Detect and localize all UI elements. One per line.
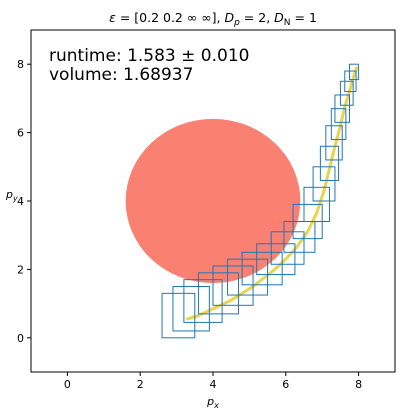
obstacle-layer (125, 118, 301, 284)
y-axis-ticks: 0 2 4 6 8 (17, 58, 31, 345)
reachable-set-box-14 (319, 145, 340, 181)
reachable-set-box-8 (256, 243, 296, 276)
reachable-set-box-12 (303, 186, 330, 223)
x-axis-label: px (206, 395, 219, 410)
plot-area (125, 63, 360, 339)
reachable-set-layer (161, 63, 360, 339)
y-tick-label: 6 (17, 127, 24, 140)
x-axis-ticks: 0 2 4 6 8 (64, 372, 362, 391)
reachable-set-box-15 (325, 125, 343, 161)
reachable-set-box-18 (339, 80, 354, 106)
trajectory-layer (186, 66, 359, 321)
y-tick-label: 4 (17, 195, 24, 208)
reachable-set-box-16 (330, 108, 347, 140)
x-tick-label: 6 (282, 378, 289, 391)
reachable-set-box-5 (212, 265, 254, 306)
reachable-set-box-9 (270, 231, 305, 265)
reachable-set-box-1 (161, 292, 196, 339)
trajectory-line (186, 66, 359, 321)
chart-title: ε = [0.2 0.2 ∞ ∞], Dp = 2, DN = 1 (109, 10, 317, 28)
reachable-set-box-6 (227, 258, 269, 296)
y-tick-label: 0 (17, 332, 24, 345)
x-tick-label: 0 (64, 378, 71, 391)
y-axis-label: py (5, 188, 18, 203)
volume-annotation: volume: 1.68937 (49, 65, 193, 85)
reachable-set-box-17 (334, 94, 351, 123)
runtime-annotation: runtime: 1.583 ± 0.010 (49, 46, 249, 66)
y-tick-label: 8 (17, 58, 24, 71)
x-tick-label: 2 (137, 378, 144, 391)
x-tick-label: 8 (355, 378, 362, 391)
reachable-set-box-4 (197, 272, 239, 315)
obstacle-circle (125, 118, 301, 284)
reachable-set-box-10 (283, 221, 316, 253)
reachable-set-box-7 (241, 251, 283, 286)
reachable-set-box-3 (183, 279, 223, 323)
reachable-set-box-13 (312, 166, 336, 202)
reachable-set-box-19 (344, 70, 357, 93)
x-tick-label: 4 (210, 378, 217, 391)
reachable-set-box-20 (349, 63, 360, 81)
y-tick-label: 2 (17, 263, 24, 276)
reachable-set-box-2 (172, 286, 210, 332)
